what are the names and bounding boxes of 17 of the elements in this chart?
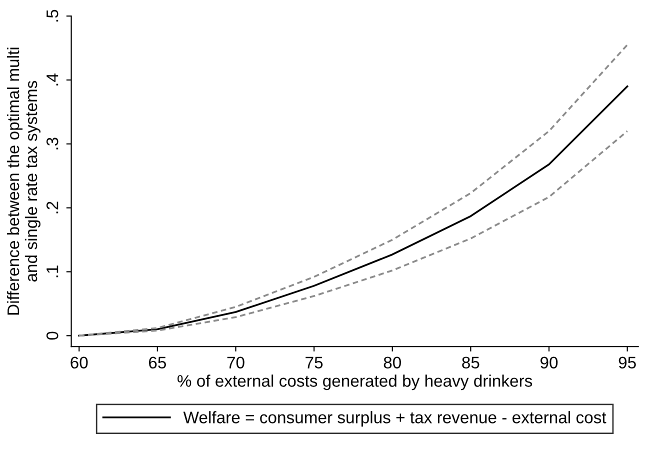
x-tick-label: 70 [227,356,244,369]
x-tick-label: 60 [70,356,88,369]
y-tick-label: .3 [46,138,58,150]
legend-label: Welfare = consumer surplus + tax revenue - external cost [183,411,606,427]
x-axis-title: % of external costs generated by heavy drinkers [178,374,532,390]
y-tick-label: .4 [46,74,58,86]
x-tick-label: 90 [540,356,558,369]
y-axis-title: Difference between the optimal multi and single rate tax systems [6,48,40,315]
y-tick-label: .5 [46,10,58,22]
x-tick-label: 95 [618,356,636,369]
y-tick-label: .1 [46,266,58,278]
y-tick-label: 0 [46,332,58,340]
x-tick-label: 85 [462,356,480,369]
x-tick-label: 80 [384,356,401,369]
x-tick-label: 75 [306,356,323,369]
x-tick-label: 65 [149,356,166,369]
y-tick-label: .2 [46,202,58,214]
